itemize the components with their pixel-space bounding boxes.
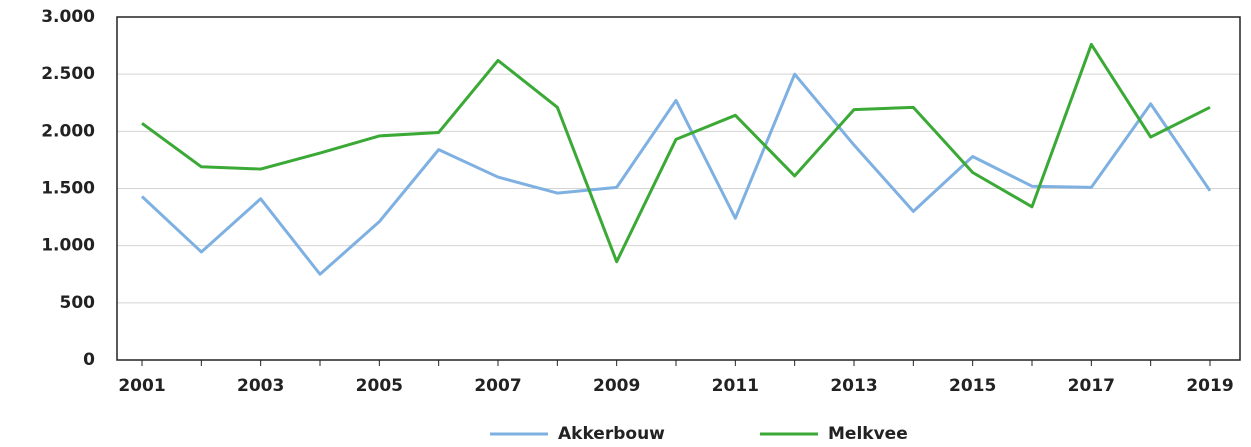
x-tick-label: 2017 [1068, 376, 1115, 396]
x-tick-label: 2015 [949, 376, 996, 396]
x-tick-label: 2009 [593, 376, 640, 396]
x-tick-label: 2019 [1186, 376, 1233, 396]
x-tick-label: 2005 [356, 376, 403, 396]
y-tick-label: 1.000 [41, 236, 95, 256]
y-tick-label: 0 [83, 350, 95, 370]
y-tick-label: 1.500 [41, 179, 95, 199]
y-tick-label: 500 [60, 293, 96, 313]
y-tick-label: 2.500 [41, 64, 95, 84]
legend-label: Akkerbouw [558, 424, 665, 444]
x-tick-label: 2013 [830, 376, 877, 396]
y-tick-label: 3.000 [41, 7, 95, 27]
x-tick-label: 2011 [712, 376, 759, 396]
x-tick-label: 2001 [118, 376, 165, 396]
x-tick-label: 2007 [474, 376, 521, 396]
plot-frame [116, 16, 1241, 361]
legend-label: Melkvee [828, 424, 908, 444]
line-series [141, 42, 1211, 264]
line-series [140, 72, 1212, 276]
y-tick-label: 2.000 [41, 121, 95, 141]
x-tick-label: 2003 [237, 376, 284, 396]
